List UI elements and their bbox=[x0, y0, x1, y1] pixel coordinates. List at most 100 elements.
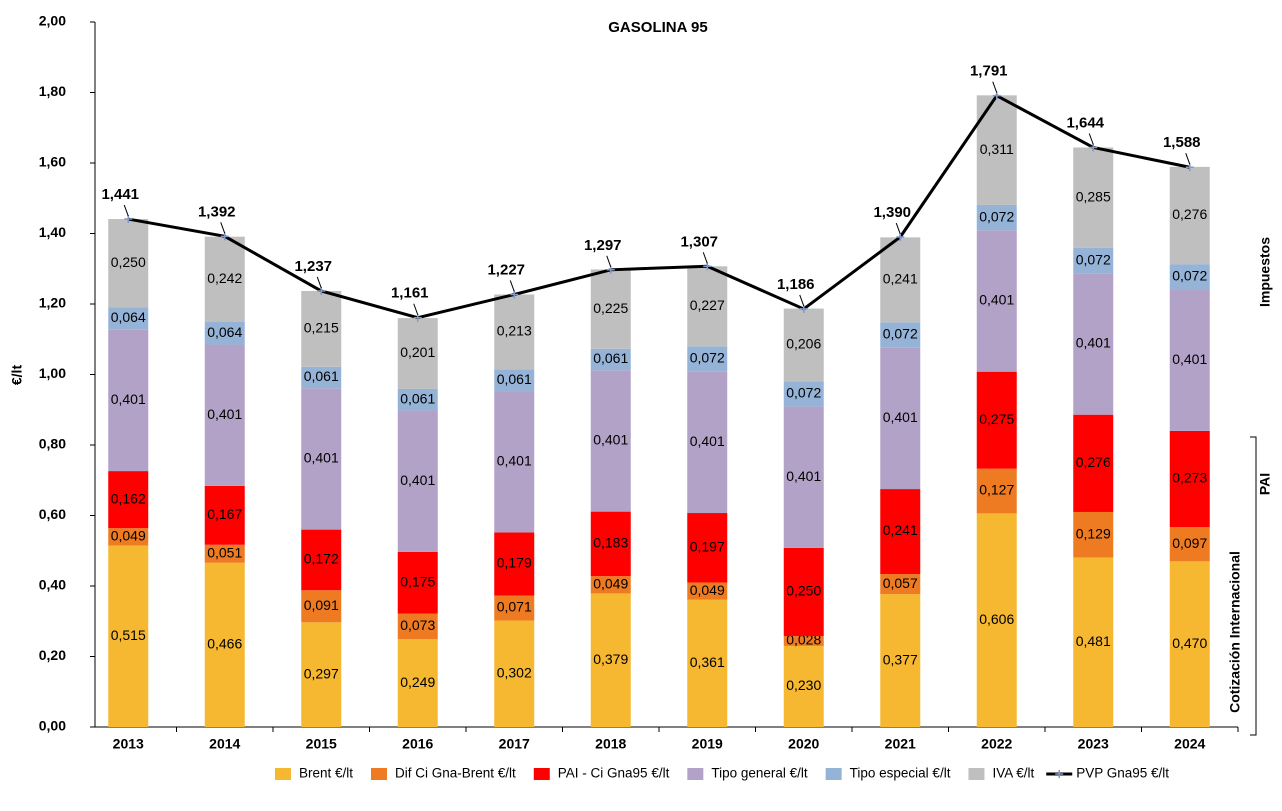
bar-segment bbox=[494, 595, 535, 621]
line-marker bbox=[124, 215, 133, 224]
label-leader bbox=[123, 204, 129, 217]
label-leader bbox=[606, 255, 612, 267]
bar-segment bbox=[880, 574, 921, 595]
data-label: 0,481 bbox=[1076, 633, 1111, 649]
line-marker bbox=[992, 91, 1001, 100]
data-label: 0,285 bbox=[1076, 188, 1111, 204]
bar-segment bbox=[590, 511, 631, 577]
x-tick-label: 2022 bbox=[981, 736, 1012, 752]
bar-segment bbox=[397, 551, 438, 614]
data-label: 0,127 bbox=[979, 482, 1014, 498]
bar-segment bbox=[397, 388, 438, 411]
label-leader bbox=[895, 222, 901, 235]
data-label: 0,061 bbox=[497, 371, 532, 387]
bar-segment bbox=[494, 620, 535, 727]
bar-segment bbox=[204, 344, 245, 486]
bar-segment bbox=[301, 290, 342, 367]
bar-segment bbox=[783, 381, 824, 407]
bar-segment bbox=[880, 489, 921, 575]
data-label: 0,401 bbox=[111, 391, 146, 407]
annotation: Impuestos bbox=[1257, 237, 1273, 307]
data-label: 0,175 bbox=[400, 573, 435, 589]
data-label: 0,470 bbox=[1172, 635, 1207, 651]
data-label: 0,606 bbox=[979, 611, 1014, 627]
data-label: 0,241 bbox=[883, 271, 918, 287]
bar-segment bbox=[1073, 147, 1114, 248]
bar-segment bbox=[1169, 264, 1210, 290]
data-label: 0,515 bbox=[111, 627, 146, 643]
data-label: 0,241 bbox=[883, 522, 918, 538]
data-label: 0,072 bbox=[786, 385, 821, 401]
data-label: 0,401 bbox=[690, 433, 725, 449]
bar-segment bbox=[590, 269, 631, 349]
label-leader bbox=[220, 222, 226, 234]
data-label: 0,227 bbox=[690, 297, 725, 313]
bar-segment bbox=[687, 266, 728, 347]
data-label: 0,072 bbox=[979, 208, 1014, 224]
bar-segment bbox=[783, 547, 824, 637]
data-label: 0,213 bbox=[497, 323, 532, 339]
line-marker bbox=[703, 262, 712, 271]
bar-segment bbox=[204, 544, 245, 563]
bar-segment bbox=[108, 545, 149, 727]
data-label: 0,049 bbox=[111, 528, 146, 544]
bar-segment bbox=[494, 391, 535, 533]
data-label: 0,401 bbox=[207, 406, 242, 422]
bar-segment bbox=[687, 371, 728, 514]
bar-segment bbox=[783, 645, 824, 727]
data-label: 0,230 bbox=[786, 677, 821, 693]
data-label: 1,237 bbox=[294, 258, 332, 275]
data-label: 0,297 bbox=[304, 665, 339, 681]
data-label: 0,183 bbox=[593, 535, 628, 551]
data-label: 1,307 bbox=[680, 233, 718, 250]
data-label: 1,588 bbox=[1163, 134, 1201, 151]
legend-swatch bbox=[370, 768, 387, 780]
bar-segment bbox=[108, 471, 149, 529]
bar-segment bbox=[1169, 166, 1210, 265]
line-marker bbox=[606, 265, 615, 274]
bar-segment bbox=[1169, 561, 1210, 727]
bar-segment bbox=[590, 593, 631, 727]
line-marker bbox=[799, 304, 808, 313]
data-label: 0,225 bbox=[593, 300, 628, 316]
y-tick-label: 0,40 bbox=[39, 577, 66, 593]
data-label: 0,072 bbox=[883, 326, 918, 342]
data-label: 0,276 bbox=[1076, 454, 1111, 470]
bracket bbox=[1250, 436, 1257, 736]
data-label: 0,311 bbox=[980, 141, 1014, 157]
data-label: 0,379 bbox=[593, 651, 628, 667]
data-label: 1,186 bbox=[777, 276, 815, 293]
data-label: 0,049 bbox=[593, 575, 628, 591]
bar-segment bbox=[1073, 273, 1114, 415]
data-label: 0,072 bbox=[690, 350, 725, 366]
legend-swatch bbox=[687, 768, 704, 780]
data-label: 0,172 bbox=[304, 551, 339, 567]
bar-segment bbox=[108, 219, 149, 308]
bar-segment bbox=[108, 528, 149, 546]
data-label: 0,401 bbox=[1172, 351, 1207, 367]
data-label: 0,072 bbox=[1172, 268, 1207, 284]
bar-segment bbox=[301, 529, 342, 591]
x-tick-label: 2013 bbox=[113, 736, 144, 752]
data-label: 0,250 bbox=[786, 583, 821, 599]
data-label: 1,390 bbox=[873, 204, 911, 221]
data-label: 0,162 bbox=[111, 490, 146, 506]
x-tick-label: 2024 bbox=[1174, 736, 1205, 752]
data-label: 0,064 bbox=[111, 309, 146, 325]
bar-segment bbox=[1169, 430, 1210, 528]
bar-segment bbox=[976, 371, 1017, 469]
line-marker bbox=[317, 286, 326, 295]
line-marker bbox=[510, 290, 519, 299]
bar-segment bbox=[301, 590, 342, 623]
y-tick-label: 1,40 bbox=[39, 224, 66, 240]
legend-label: PVP Gna95 €/lt bbox=[1076, 766, 1169, 781]
bar-segment bbox=[204, 485, 245, 545]
data-label: 1,441 bbox=[101, 186, 139, 203]
line-marker bbox=[220, 232, 229, 241]
data-label: 0,097 bbox=[1172, 535, 1207, 551]
legend-label: IVA €/lt bbox=[992, 766, 1034, 781]
bar-segment bbox=[880, 594, 921, 727]
data-label: 0,242 bbox=[207, 270, 242, 286]
label-leader bbox=[1088, 133, 1094, 145]
y-tick-label: 0,80 bbox=[39, 436, 66, 452]
